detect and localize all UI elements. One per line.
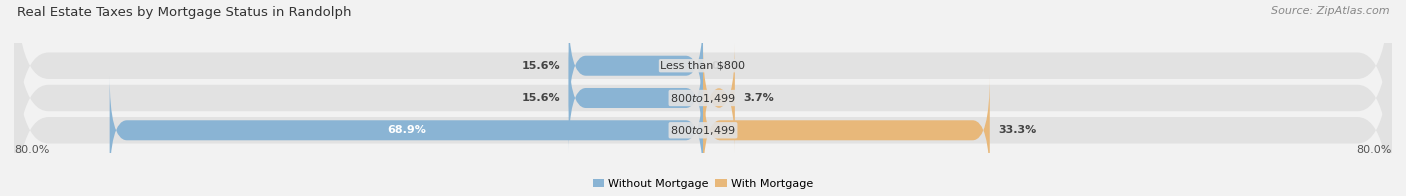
FancyBboxPatch shape [14,0,1392,182]
Text: 15.6%: 15.6% [522,61,560,71]
Text: 3.7%: 3.7% [744,93,775,103]
Text: 15.6%: 15.6% [522,93,560,103]
Text: 80.0%: 80.0% [1357,145,1392,155]
FancyBboxPatch shape [703,44,735,152]
FancyBboxPatch shape [110,76,703,185]
Text: $800 to $1,499: $800 to $1,499 [671,92,735,104]
Text: $800 to $1,499: $800 to $1,499 [671,124,735,137]
Text: Source: ZipAtlas.com: Source: ZipAtlas.com [1271,6,1389,16]
Text: Less than $800: Less than $800 [661,61,745,71]
FancyBboxPatch shape [14,14,1392,196]
Text: 68.9%: 68.9% [387,125,426,135]
Text: 80.0%: 80.0% [14,145,49,155]
Text: Real Estate Taxes by Mortgage Status in Randolph: Real Estate Taxes by Mortgage Status in … [17,6,352,19]
Text: 0.0%: 0.0% [711,61,742,71]
Legend: Without Mortgage, With Mortgage: Without Mortgage, With Mortgage [593,179,813,189]
Text: 33.3%: 33.3% [998,125,1036,135]
FancyBboxPatch shape [14,0,1392,196]
FancyBboxPatch shape [568,11,703,120]
FancyBboxPatch shape [568,44,703,152]
FancyBboxPatch shape [703,76,990,185]
